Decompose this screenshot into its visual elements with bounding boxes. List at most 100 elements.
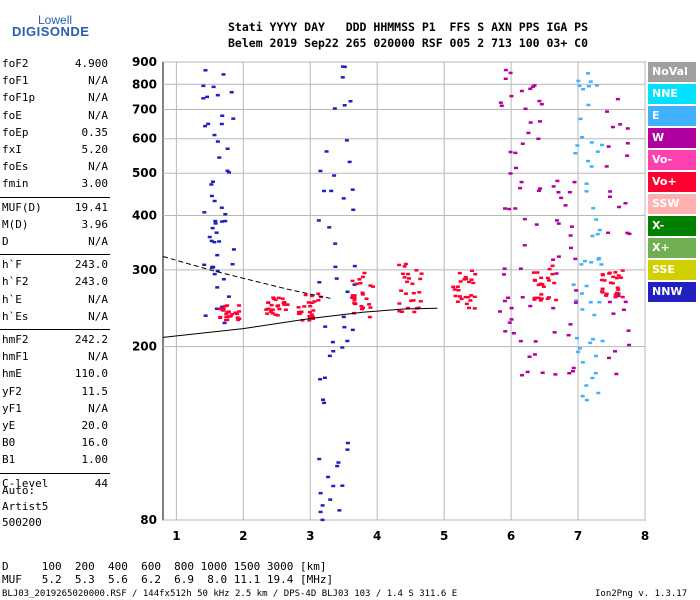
echo-mark bbox=[532, 298, 537, 301]
echo-mark bbox=[567, 372, 572, 375]
echo-mark bbox=[214, 307, 219, 310]
echo-mark bbox=[508, 71, 513, 75]
echo-mark bbox=[541, 285, 546, 288]
echo-mark bbox=[209, 194, 214, 198]
echo-mark bbox=[215, 286, 220, 289]
param-row: yE 20.0 bbox=[2, 419, 108, 436]
echo-mark bbox=[347, 160, 352, 164]
param-row: h`F 243.0 bbox=[2, 258, 108, 275]
echo-mark bbox=[352, 264, 357, 268]
echo-mark bbox=[551, 306, 556, 310]
echo-mark bbox=[271, 296, 276, 299]
echo-mark bbox=[224, 312, 229, 316]
param-row: foEs N/A bbox=[2, 160, 108, 177]
echo-mark bbox=[330, 340, 335, 344]
echo-mark bbox=[547, 267, 552, 271]
echo-mark bbox=[563, 204, 568, 207]
y-tick-label: 900 bbox=[132, 55, 157, 69]
echo-mark bbox=[592, 313, 597, 317]
echo-mark bbox=[586, 84, 591, 88]
echo-mark bbox=[600, 339, 605, 343]
echo-mark bbox=[595, 232, 600, 236]
echo-mark bbox=[522, 243, 527, 247]
echo-mark bbox=[519, 180, 524, 184]
echo-mark bbox=[416, 306, 421, 310]
echo-mark bbox=[616, 274, 621, 277]
echo-mark bbox=[418, 300, 423, 303]
echo-mark bbox=[455, 300, 460, 303]
legend-item: Vo+ bbox=[648, 172, 696, 192]
x-trace-line bbox=[162, 256, 331, 299]
echo-mark bbox=[600, 278, 605, 282]
echo-mark bbox=[212, 272, 217, 276]
echo-mark bbox=[502, 299, 507, 303]
echo-mark bbox=[545, 276, 550, 280]
echo-mark bbox=[604, 110, 609, 113]
echo-mark bbox=[610, 125, 615, 129]
echo-mark bbox=[616, 294, 621, 298]
echo-mark bbox=[588, 341, 593, 345]
echo-mark bbox=[337, 509, 342, 512]
echo-mark bbox=[528, 304, 533, 308]
y-tick-label: 200 bbox=[132, 340, 157, 354]
echo-mark bbox=[215, 253, 220, 257]
echo-mark bbox=[340, 65, 345, 68]
echo-mark bbox=[285, 303, 290, 306]
echo-mark bbox=[625, 154, 630, 157]
echo-mark bbox=[228, 314, 233, 318]
echo-mark bbox=[518, 339, 523, 343]
echo-mark bbox=[472, 295, 477, 299]
echo-mark bbox=[468, 299, 473, 302]
echo-mark bbox=[370, 285, 375, 288]
echo-mark bbox=[591, 206, 596, 210]
echo-mark bbox=[553, 373, 558, 376]
echo-mark bbox=[322, 401, 327, 405]
echo-mark bbox=[569, 225, 574, 228]
echo-mark bbox=[203, 69, 208, 72]
param-row: fmin 3.00 bbox=[2, 177, 108, 194]
param-label: h`E bbox=[2, 292, 22, 306]
echo-mark bbox=[308, 316, 313, 320]
echo-mark bbox=[610, 282, 615, 285]
echo-mark bbox=[457, 271, 462, 275]
echo-mark bbox=[614, 291, 619, 295]
echo-mark bbox=[345, 290, 350, 294]
echo-mark bbox=[550, 264, 555, 268]
echo-mark bbox=[539, 102, 544, 106]
echo-mark bbox=[626, 329, 631, 332]
echo-mark bbox=[620, 269, 625, 272]
echo-mark bbox=[297, 312, 302, 315]
echo-mark bbox=[532, 278, 537, 282]
echo-mark bbox=[619, 276, 624, 279]
echo-mark bbox=[595, 150, 600, 153]
echo-mark bbox=[458, 280, 463, 283]
echo-mark bbox=[336, 461, 341, 464]
echo-mark bbox=[469, 278, 474, 281]
echo-mark bbox=[614, 372, 619, 376]
echo-mark bbox=[209, 239, 214, 243]
echo-mark bbox=[463, 275, 468, 279]
param-value: 20.0 bbox=[81, 419, 109, 432]
echo-mark bbox=[361, 306, 366, 310]
echo-mark bbox=[611, 275, 616, 279]
echo-mark bbox=[469, 269, 474, 272]
param-value: 242.2 bbox=[74, 333, 108, 346]
echo-mark bbox=[317, 280, 322, 284]
param-separator bbox=[0, 196, 110, 198]
echo-mark bbox=[457, 295, 462, 298]
echo-mark bbox=[225, 304, 230, 307]
echo-mark bbox=[280, 297, 285, 300]
echo-mark bbox=[513, 151, 518, 155]
echo-mark bbox=[555, 179, 560, 183]
echo-mark bbox=[225, 318, 230, 322]
echo-mark bbox=[316, 219, 321, 222]
echo-mark bbox=[268, 310, 273, 313]
echo-mark bbox=[532, 296, 537, 300]
param-separator bbox=[0, 254, 110, 256]
echo-mark bbox=[344, 139, 349, 142]
echo-mark bbox=[360, 275, 365, 279]
echo-mark bbox=[554, 272, 559, 275]
echo-mark bbox=[613, 293, 618, 296]
x-tick-label: 6 bbox=[507, 529, 515, 543]
echo-mark bbox=[317, 457, 322, 461]
